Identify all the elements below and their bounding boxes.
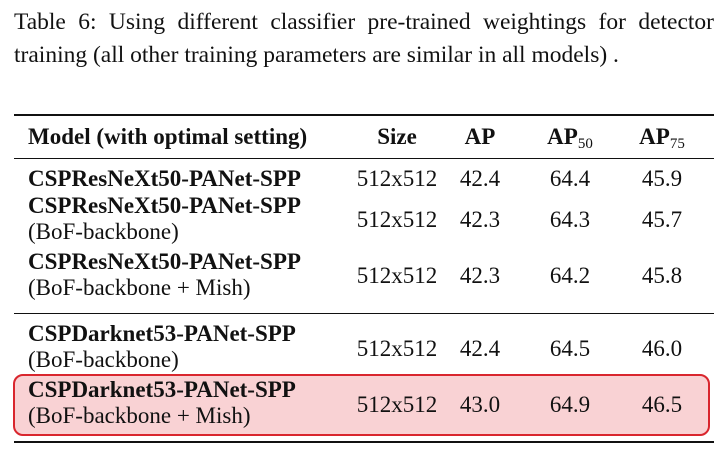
group-rule [14, 313, 714, 314]
cell-ap75: 45.9 [641, 166, 683, 191]
row-model: CSPResNeXt50-PANet-SPP [28, 166, 301, 192]
model-variant: (BoF-backbone + Mish) [28, 275, 251, 300]
model-name: CSPResNeXt50-PANet-SPP [28, 193, 301, 218]
model-name: CSPResNeXt50-PANet-SPP [28, 166, 301, 191]
cell-ap50: 64.9 [549, 392, 591, 417]
cell-size: 512x512 [356, 392, 438, 417]
cell-ap: 42.3 [459, 263, 501, 288]
cell-ap75: 45.8 [641, 263, 683, 288]
model-variant: (BoF-backbone) [28, 219, 179, 244]
cell-ap: 42.4 [459, 336, 501, 361]
cell-ap50: 64.3 [549, 207, 591, 232]
cell-ap: 42.3 [459, 207, 501, 232]
cell-ap50: 64.2 [549, 263, 591, 288]
cell-ap50: 64.4 [549, 166, 591, 191]
model-name: CSPDarknet53-PANet-SPP [28, 377, 296, 402]
cell-size: 512x512 [356, 263, 438, 288]
model-variant: (BoF-backbone + Mish) [28, 403, 251, 428]
cell-ap: 43.0 [459, 392, 501, 417]
header-size: Size [377, 124, 417, 149]
model-name: CSPDarknet53-PANet-SPP [28, 321, 296, 346]
header-model: Model (with optimal setting) [28, 124, 308, 149]
highlight-box [13, 374, 710, 436]
row-model: CSPResNeXt50-PANet-SPP (BoF-backbone + M… [28, 249, 301, 301]
header-ap: AP [464, 124, 496, 149]
header-ap75-base: AP [639, 124, 670, 149]
header-ap75: AP75 [612, 124, 712, 157]
header-ap50: AP50 [520, 124, 620, 157]
cell-ap75: 46.0 [641, 336, 683, 361]
top-rule [14, 114, 714, 116]
header-ap75-sub: 75 [669, 136, 685, 152]
model-variant: (BoF-backbone) [28, 347, 179, 372]
model-name: CSPResNeXt50-PANet-SPP [28, 249, 301, 274]
cell-size: 512x512 [356, 166, 438, 191]
cell-ap75: 46.5 [641, 392, 683, 417]
header-ap50-sub: 50 [577, 136, 593, 152]
header-rule [14, 158, 714, 159]
row-model: CSPDarknet53-PANet-SPP (BoF-backbone) [28, 321, 296, 373]
cell-size: 512x512 [356, 207, 438, 232]
cell-size: 512x512 [356, 336, 438, 361]
cell-ap75: 45.7 [641, 207, 683, 232]
row-model: CSPResNeXt50-PANet-SPP (BoF-backbone) [28, 193, 301, 245]
cell-ap50: 64.5 [549, 336, 591, 361]
row-model: CSPDarknet53-PANet-SPP (BoF-backbone + M… [28, 377, 296, 429]
cell-ap: 42.4 [459, 166, 501, 191]
table-caption: Table 6: Using different classifier pre-… [14, 9, 714, 68]
bottom-rule [14, 441, 714, 443]
header-ap50-base: AP [547, 124, 578, 149]
